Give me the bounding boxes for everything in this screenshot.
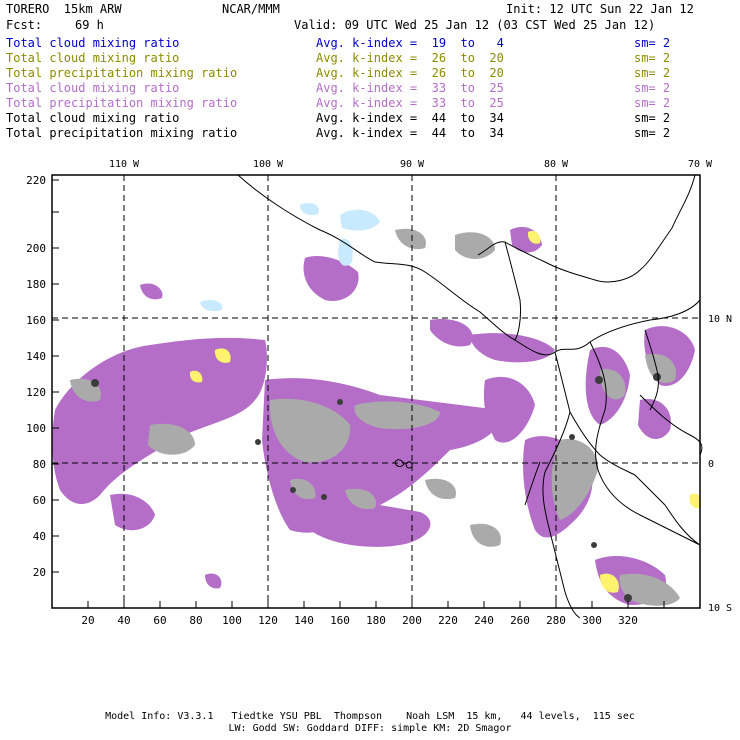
lat-label: 10 S [708, 603, 732, 614]
y-axis-labels: 20 40 60 80 100 120 140 160 180 200 220 [26, 174, 46, 579]
y-tick-label: 80 [33, 458, 46, 471]
forecast-hours: 69 h [75, 18, 104, 32]
x-tick-label: 100 [222, 614, 242, 627]
legend-row: Total precipitation mixing ratio Avg. k-… [6, 126, 736, 141]
legend-sm: sm= 2 [634, 81, 671, 95]
legend-sm: sm= 2 [634, 66, 671, 80]
x-tick-label: 140 [294, 614, 314, 627]
legend-index: Avg. k-index = 19 to 4 [316, 36, 504, 50]
y-tick-label: 140 [26, 350, 46, 363]
x-tick-label: 120 [258, 614, 278, 627]
legend-field: Total cloud mixing ratio [6, 111, 180, 125]
x-axis-labels: 20 40 60 80 100 120 140 160 180 200 220 … [81, 614, 638, 627]
y-tick-label: 180 [26, 278, 46, 291]
x-tick-label: 260 [510, 614, 530, 627]
x-tick-label: 40 [117, 614, 130, 627]
y-tick-label: 220 [26, 174, 46, 187]
y-tick-label: 100 [26, 422, 46, 435]
x-tick-label: 200 [402, 614, 422, 627]
legend-sm: sm= 2 [634, 126, 671, 140]
graticule [52, 175, 700, 608]
model-info-line2: LW: Godd SW: Goddard DIFF: simple KM: 2D… [228, 723, 512, 734]
x-tick-label: 20 [81, 614, 94, 627]
y-tick-label: 200 [26, 242, 46, 255]
cloud-field-gray [70, 228, 680, 606]
forecast-label: Fcst: [6, 18, 43, 32]
legend-index: Avg. k-index = 26 to 20 [316, 66, 504, 80]
legend-row: Total cloud mixing ratio Avg. k-index = … [6, 81, 736, 96]
legend-row: Total cloud mixing ratio Avg. k-index = … [6, 51, 736, 66]
legend-row: Total cloud mixing ratio Avg. k-index = … [6, 36, 736, 51]
center-name: NCAR/MMM [222, 2, 280, 16]
legend-field: Total precipitation mixing ratio [6, 96, 238, 110]
legend-index: Avg. k-index = 44 to 34 [316, 111, 504, 125]
model-info-line1: Model Info: V3.3.1 Tiedtke YSU PBL Thomp… [105, 711, 635, 722]
legend-field: Total cloud mixing ratio [6, 36, 180, 50]
y-tick-label: 20 [33, 566, 46, 579]
legend-field: Total precipitation mixing ratio [6, 126, 238, 140]
legend-field: Total precipitation mixing ratio [6, 66, 238, 80]
legend-field: Total cloud mixing ratio [6, 81, 180, 95]
legend-index: Avg. k-index = 26 to 20 [316, 51, 504, 65]
y-tick-label: 40 [33, 530, 46, 543]
x-tick-label: 160 [330, 614, 350, 627]
x-tick-label: 80 [189, 614, 202, 627]
legend-field: Total cloud mixing ratio [6, 51, 180, 65]
legend-sm: sm= 2 [634, 36, 671, 50]
tick-marks [52, 179, 665, 608]
coastlines [237, 174, 703, 619]
y-tick-label: 160 [26, 314, 46, 327]
y-tick-label: 120 [26, 386, 46, 399]
legend-row: Total precipitation mixing ratio Avg. k-… [6, 66, 736, 81]
lat-label: 10 N [708, 314, 732, 325]
x-tick-label: 220 [438, 614, 458, 627]
latitude-labels: 10 N 0 10 S [708, 314, 732, 614]
legend-row: Total precipitation mixing ratio Avg. k-… [6, 96, 736, 111]
x-tick-label: 240 [474, 614, 494, 627]
init-time: Init: 12 UTC Sun 22 Jan 12 [506, 2, 694, 16]
lon-label: 100 W [253, 159, 284, 170]
legend-sm: sm= 2 [634, 111, 671, 125]
lat-label: 0 [708, 459, 714, 470]
lon-label: 70 W [688, 159, 713, 170]
legend-row: Total cloud mixing ratio Avg. k-index = … [6, 111, 736, 126]
cloud-field-yellow [189, 230, 702, 593]
model-title: TORERO 15km ARW [6, 2, 122, 16]
legend-index: Avg. k-index = 33 to 25 [316, 81, 504, 95]
lon-label: 90 W [400, 159, 425, 170]
lon-label: 80 W [544, 159, 569, 170]
x-tick-label: 60 [153, 614, 166, 627]
cloud-field-dark [91, 373, 661, 602]
legend-index: Avg. k-index = 44 to 34 [316, 126, 504, 140]
valid-time: Valid: 09 UTC Wed 25 Jan 12 (03 CST Wed … [294, 18, 656, 32]
lon-label: 110 W [109, 159, 140, 170]
legend-sm: sm= 2 [634, 51, 671, 65]
forecast-map: 20 40 60 80 100 120 140 160 180 200 220 … [26, 159, 732, 627]
x-tick-label: 300 [582, 614, 602, 627]
x-tick-label: 180 [366, 614, 386, 627]
legend-sm: sm= 2 [634, 96, 671, 110]
legend-index: Avg. k-index = 33 to 25 [316, 96, 504, 110]
longitude-labels: 110 W 100 W 90 W 80 W 70 W [109, 159, 713, 170]
x-tick-label: 320 [618, 614, 638, 627]
cloud-field-light-blue [200, 203, 380, 312]
x-tick-label: 280 [546, 614, 566, 627]
y-tick-label: 60 [33, 494, 46, 507]
